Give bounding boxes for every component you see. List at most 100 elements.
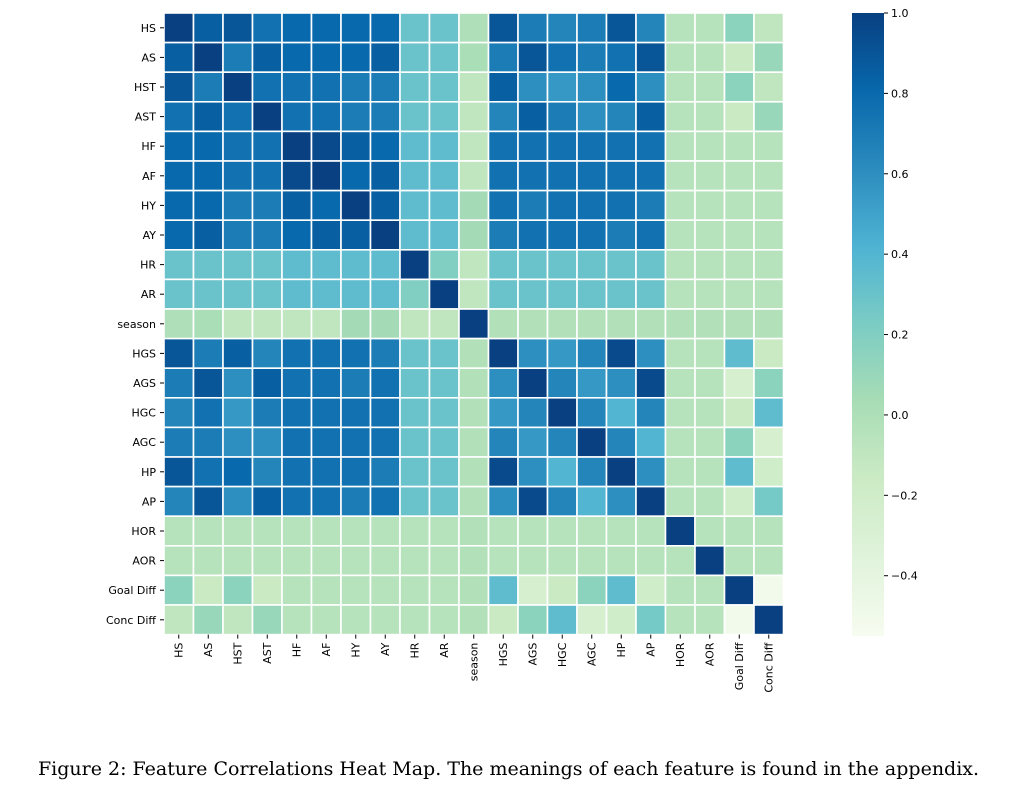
heatmap-cell-19-2 — [222, 574, 254, 606]
heatmap-cell-13-14 — [576, 396, 608, 429]
heatmap-cell-18-13 — [546, 544, 578, 577]
heatmap-cell-3-7 — [369, 101, 401, 133]
heatmap-cell-10-19 — [723, 308, 755, 340]
heatmap-cell-9-13 — [546, 278, 578, 310]
heatmap-cell-14-8 — [399, 426, 431, 458]
heatmap-cell-17-0 — [163, 515, 195, 547]
heatmap-cell-18-5 — [310, 544, 342, 577]
heatmap-cell-20-11 — [487, 604, 519, 636]
column-label: HST — [232, 642, 245, 664]
column-label: Conc Diff — [763, 642, 776, 692]
heatmap-cell-0-16 — [635, 12, 667, 44]
heatmap-cell-11-20 — [753, 337, 785, 370]
heatmap-cell-2-13 — [546, 71, 578, 103]
heatmap-cell-0-8 — [399, 12, 431, 44]
heatmap-cell-12-18 — [694, 367, 726, 399]
heatmap-cell-2-18 — [694, 71, 726, 103]
column-label: AP — [645, 642, 658, 657]
heatmap-cell-0-6 — [340, 12, 372, 44]
heatmap-cell-3-3 — [251, 101, 283, 133]
heatmap-cell-15-15 — [605, 456, 637, 488]
heatmap-cell-13-6 — [340, 396, 372, 429]
heatmap-cell-7-5 — [310, 219, 342, 251]
heatmap-cell-14-14 — [576, 426, 608, 458]
heatmap-cell-4-9 — [428, 130, 460, 162]
row-label: AR — [141, 288, 157, 301]
heatmap-cell-5-4 — [281, 160, 313, 192]
heatmap-cell-17-20 — [753, 515, 785, 547]
heatmap-cell-6-12 — [517, 189, 549, 222]
heatmap-cell-17-13 — [546, 515, 578, 547]
heatmap-cell-6-6 — [340, 189, 372, 222]
heatmap-cell-3-18 — [694, 101, 726, 133]
heatmap-cell-20-20 — [753, 604, 785, 636]
heatmap-cell-10-14 — [576, 308, 608, 340]
heatmap-cell-15-12 — [517, 456, 549, 488]
colorbar-tick-label: −0.2 — [891, 489, 918, 502]
heatmap-cell-4-8 — [399, 130, 431, 162]
colorbar-tick-label: 0.0 — [891, 409, 909, 422]
row-label: AST — [135, 111, 157, 124]
heatmap-cells — [163, 12, 785, 636]
heatmap-cell-16-12 — [517, 485, 549, 518]
heatmap-cell-12-20 — [753, 367, 785, 399]
heatmap-cell-0-5 — [310, 12, 342, 44]
heatmap-cell-20-15 — [605, 604, 637, 636]
heatmap-cell-2-15 — [605, 71, 637, 103]
heatmap-cell-8-20 — [753, 249, 785, 281]
heatmap-cell-18-2 — [222, 544, 254, 577]
heatmap-cell-17-16 — [635, 515, 667, 547]
heatmap-cell-6-14 — [576, 189, 608, 222]
heatmap-cell-18-6 — [340, 544, 372, 577]
heatmap-cell-2-7 — [369, 71, 401, 103]
row-label: HY — [141, 199, 156, 212]
heatmap-cell-13-16 — [635, 396, 667, 429]
heatmap-cell-14-15 — [605, 426, 637, 458]
heatmap-cell-20-19 — [723, 604, 755, 636]
heatmap-cell-5-13 — [546, 160, 578, 192]
heatmap-cell-2-10 — [458, 71, 490, 103]
heatmap-cell-0-7 — [369, 12, 401, 44]
heatmap-cell-19-14 — [576, 574, 608, 606]
heatmap-cell-9-14 — [576, 278, 608, 310]
heatmap-cell-13-2 — [222, 396, 254, 429]
heatmap-cell-19-1 — [192, 574, 224, 606]
heatmap-cell-7-2 — [222, 219, 254, 251]
heatmap-cell-14-0 — [163, 426, 195, 458]
heatmap-cell-6-2 — [222, 189, 254, 222]
heatmap-cell-11-13 — [546, 337, 578, 370]
heatmap-cell-2-1 — [192, 71, 224, 103]
heatmap-cell-12-16 — [635, 367, 667, 399]
heatmap-cell-16-5 — [310, 485, 342, 518]
heatmap-cell-9-8 — [399, 278, 431, 310]
heatmap-cell-20-9 — [428, 604, 460, 636]
heatmap-cell-17-18 — [694, 515, 726, 547]
heatmap-cell-0-18 — [694, 12, 726, 44]
heatmap-cell-15-7 — [369, 456, 401, 488]
heatmap-cell-19-12 — [517, 574, 549, 606]
heatmap-cell-12-2 — [222, 367, 254, 399]
heatmap-cell-9-17 — [664, 278, 696, 310]
column-label: HGC — [556, 642, 569, 667]
heatmap-cell-15-8 — [399, 456, 431, 488]
heatmap-cell-8-1 — [192, 249, 224, 281]
heatmap-cell-11-14 — [576, 337, 608, 370]
heatmap-cell-15-1 — [192, 456, 224, 488]
heatmap-cell-17-12 — [517, 515, 549, 547]
heatmap-cell-3-14 — [576, 101, 608, 133]
heatmap-cell-13-4 — [281, 396, 313, 429]
heatmap-cell-4-19 — [723, 130, 755, 162]
heatmap-cell-10-13 — [546, 308, 578, 340]
heatmap-cell-11-11 — [487, 337, 519, 370]
heatmap-cell-17-6 — [340, 515, 372, 547]
heatmap-cell-6-8 — [399, 189, 431, 222]
heatmap-cell-8-4 — [281, 249, 313, 281]
heatmap-cell-12-12 — [517, 367, 549, 399]
heatmap-cell-1-12 — [517, 41, 549, 73]
heatmap-cell-20-5 — [310, 604, 342, 636]
heatmap-cell-0-17 — [664, 12, 696, 44]
heatmap-cell-19-19 — [723, 574, 755, 606]
column-label: season — [468, 643, 481, 682]
heatmap-cell-8-7 — [369, 249, 401, 281]
heatmap-cell-20-17 — [664, 604, 696, 636]
